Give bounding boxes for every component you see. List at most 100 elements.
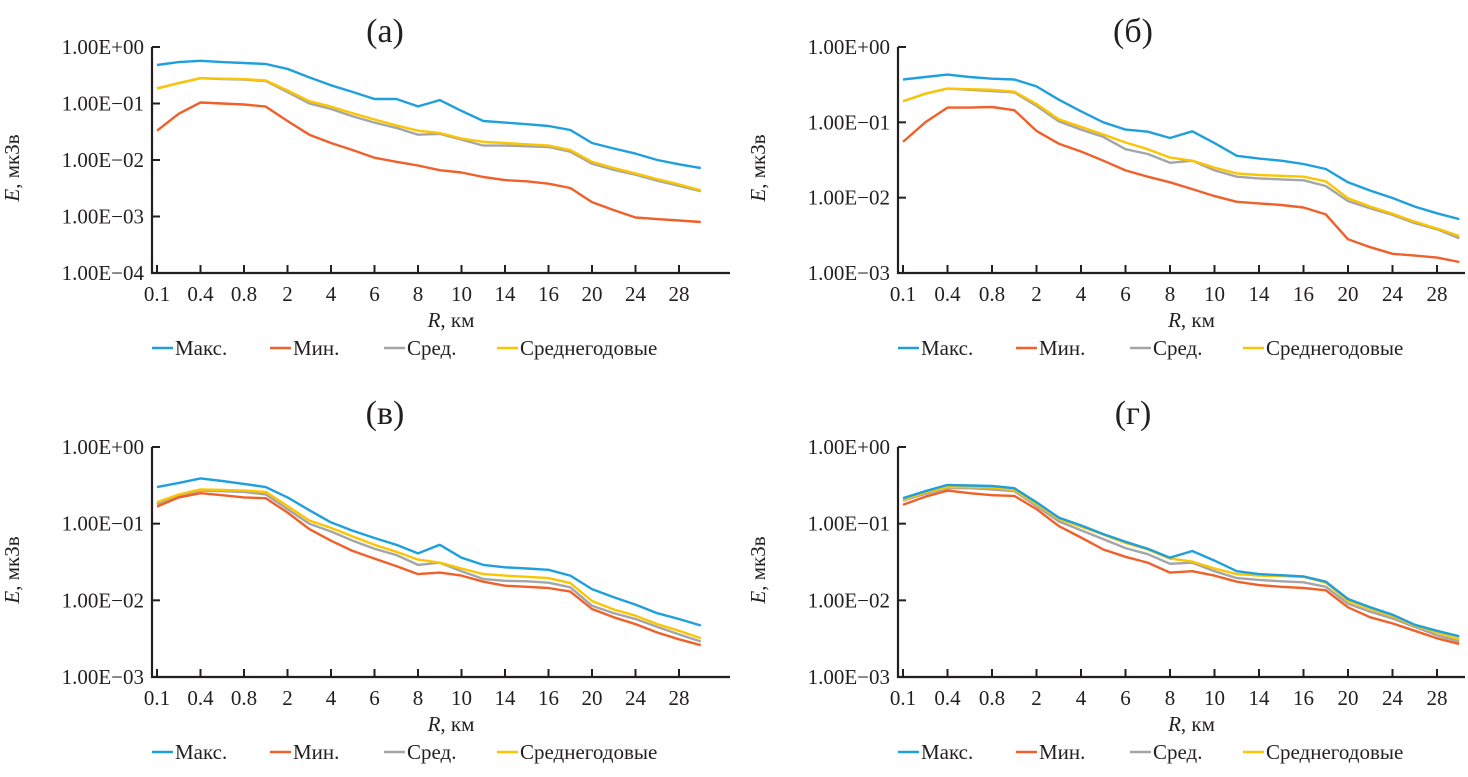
y-axis-label-unit: , мкЗв: [0, 134, 24, 189]
x-tick-label: 10: [1204, 282, 1225, 306]
series-line-min: [156, 101, 701, 224]
series-line-max: [156, 477, 702, 627]
legend-label: Мин.: [1039, 336, 1085, 360]
x-axis-label-symbol: R: [427, 308, 441, 332]
y-axis-label-symbol: E: [746, 189, 770, 203]
x-tick-label: 16: [1293, 282, 1314, 306]
y-tick-label: 1.00E+00: [808, 435, 890, 459]
x-tick-label: 10: [451, 282, 472, 306]
x-tick-label: 8: [413, 282, 424, 306]
x-tick-label: 2: [1031, 686, 1042, 710]
y-axis-label-unit: , мкЗв: [746, 536, 770, 591]
series-line-annual-mean: [902, 87, 1460, 238]
x-tick-label: 20: [1338, 686, 1359, 710]
x-tick-label: 28: [669, 282, 690, 306]
x-tick-label: 14: [1249, 282, 1271, 306]
x-tick-label: 6: [369, 282, 380, 306]
y-axis-label: E, мкЗв: [746, 134, 770, 202]
x-tick-label: 0.4: [187, 686, 214, 710]
legend-label: Сред.: [1153, 336, 1203, 360]
y-axis-label: E, мкЗв: [0, 536, 24, 604]
y-axis-label-symbol: E: [746, 591, 770, 605]
y-axis-label: E, мкЗв: [746, 536, 770, 604]
y-tick-label: 1.00E+00: [62, 435, 144, 459]
y-axis-label: E, мкЗв: [0, 134, 24, 202]
chart-title: (г): [1115, 395, 1152, 432]
legend-label: Макс.: [175, 740, 227, 764]
x-tick-label: 24: [625, 686, 647, 710]
x-tick-label: 6: [369, 686, 380, 710]
x-axis-label: R, км: [1167, 712, 1215, 736]
x-tick-label: 24: [1382, 282, 1404, 306]
chart-panel-4: (г) 1.00E+00 1.00E−01 1.00E−02 1.00E−03 E, мк…: [746, 395, 1465, 764]
y-tick-label: 1.00E+00: [62, 35, 144, 59]
legend-label: Макс.: [921, 740, 973, 764]
chart-title: (а): [366, 13, 404, 50]
x-axis-label-unit: , км: [1181, 712, 1215, 736]
x-tick-label: 4: [1076, 282, 1087, 306]
legend-label: Мин.: [293, 336, 339, 360]
x-tick-label: 0.4: [934, 282, 961, 306]
x-tick-label: 6: [1120, 686, 1131, 710]
y-tick-label: 1.00E−01: [808, 512, 890, 536]
x-axis-label-unit: , км: [440, 712, 474, 736]
x-tick-label: 0.8: [231, 282, 257, 306]
y-tick-label: 1.00E−01: [62, 512, 144, 536]
x-tick-label: 0.4: [187, 282, 214, 306]
x-tick-label: 16: [538, 282, 559, 306]
x-tick-label: 10: [451, 686, 472, 710]
y-tick-label: 1.00E−03: [808, 665, 890, 689]
series-line-annual-mean: [156, 76, 702, 192]
x-tick-label: 2: [282, 282, 293, 306]
chart-panel-2: (б) 1.00E+00 1.00E−01 1.00E−02 1.00E−03 E, мк…: [746, 13, 1465, 360]
legend-label: Мин.: [293, 740, 339, 764]
x-tick-label: 8: [1165, 686, 1176, 710]
x-tick-label: 0.8: [979, 282, 1005, 306]
x-tick-label: 14: [1249, 686, 1271, 710]
y-tick-label: 1.00E−02: [808, 588, 890, 612]
chart-panel-1: (а) 1.00E+00 1.00E−01 1.00E−02 1.00E−03 1.00E…: [0, 13, 730, 360]
series-line-min: [902, 489, 1460, 646]
y-axis-label-symbol: E: [0, 591, 24, 605]
chart-title: (б): [1113, 13, 1153, 50]
x-axis-label-symbol: R: [1167, 308, 1181, 332]
legend-label: Среднегодовые: [520, 336, 657, 360]
legend-label: Сред.: [1153, 740, 1203, 764]
y-axis-label-unit: , мкЗв: [746, 134, 770, 189]
x-tick-label: 16: [538, 686, 559, 710]
series-line-mean: [156, 489, 702, 643]
y-tick-label: 1.00E−04: [62, 261, 145, 285]
series-line-min: [156, 492, 702, 647]
legend-label: Сред.: [407, 740, 457, 764]
series-line-max: [902, 483, 1460, 638]
x-tick-label: 4: [326, 282, 337, 306]
series-line-mean: [902, 487, 1460, 643]
x-axis-label: R, км: [427, 712, 475, 736]
legend-label: Сред.: [407, 336, 457, 360]
x-tick-label: 2: [1031, 282, 1042, 306]
x-tick-label: 24: [625, 282, 647, 306]
x-tick-label: 20: [1338, 282, 1359, 306]
x-tick-label: 0.4: [934, 686, 961, 710]
x-axis-label-unit: , км: [1181, 308, 1215, 332]
x-tick-label: 4: [326, 686, 337, 710]
series-line-max: [902, 73, 1460, 221]
x-tick-label: 8: [413, 686, 424, 710]
series-line-min: [902, 105, 1460, 264]
x-tick-label: 28: [669, 686, 690, 710]
x-axis-label-symbol: R: [427, 712, 441, 736]
x-axis-label: R, км: [427, 308, 475, 332]
x-tick-label: 0.8: [231, 686, 257, 710]
x-tick-label: 16: [1293, 686, 1314, 710]
legend-label: Макс.: [921, 336, 973, 360]
y-tick-label: 1.00E−02: [62, 148, 144, 172]
series-line-mean: [156, 76, 702, 193]
x-tick-label: 28: [1427, 686, 1448, 710]
x-tick-label: 0.1: [890, 282, 916, 306]
x-tick-label: 14: [495, 686, 517, 710]
x-tick-label: 20: [582, 686, 603, 710]
y-tick-label: 1.00E−03: [808, 261, 890, 285]
series-line-max: [156, 59, 702, 170]
x-tick-label: 14: [495, 282, 517, 306]
